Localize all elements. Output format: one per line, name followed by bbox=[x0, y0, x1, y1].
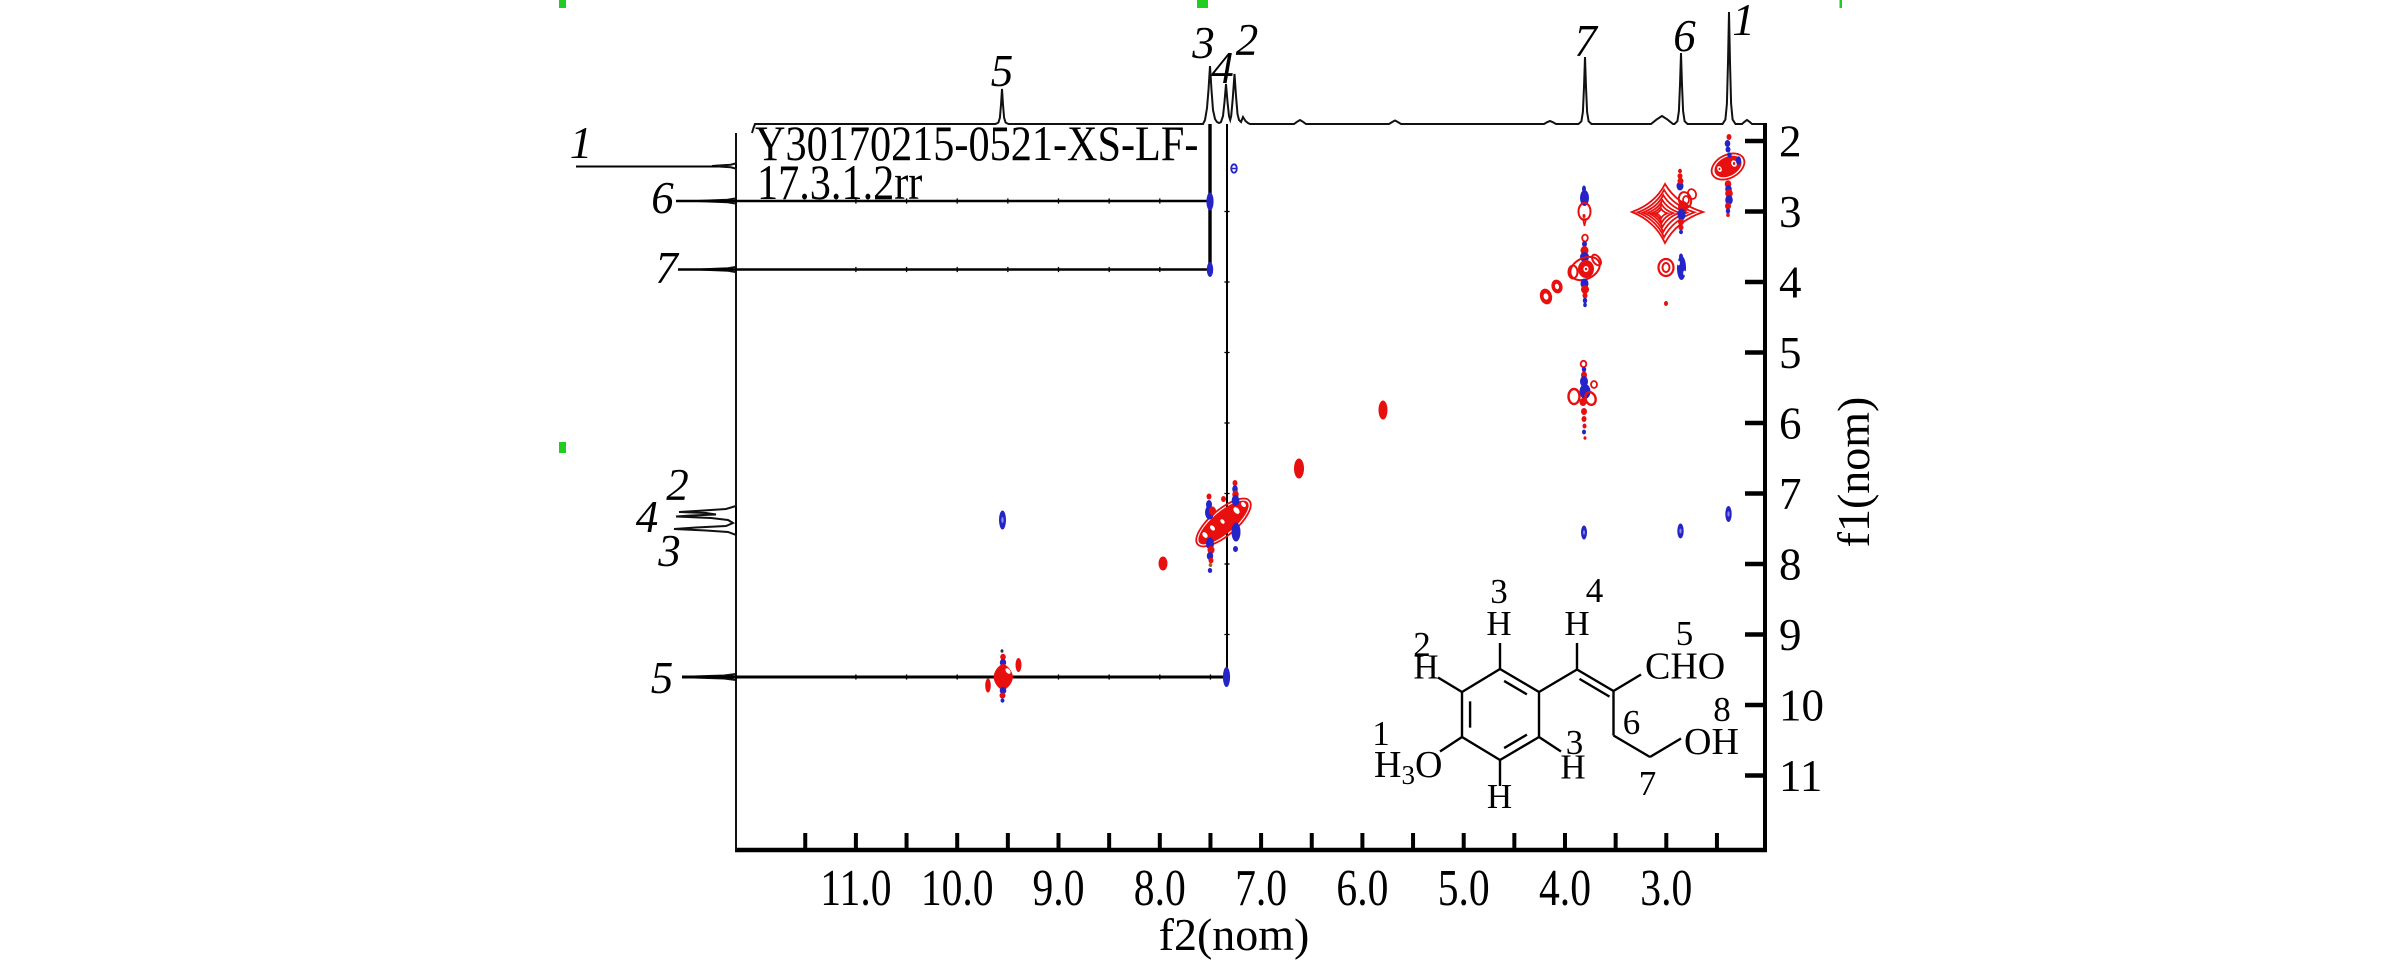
svg-text:OH: OH bbox=[1684, 721, 1739, 763]
svg-text:6.0: 6.0 bbox=[1336, 860, 1388, 917]
svg-text:3.0: 3.0 bbox=[1640, 860, 1692, 917]
svg-text:1: 1 bbox=[1372, 714, 1390, 753]
svg-text:2: 2 bbox=[1779, 117, 1802, 167]
svg-text:8.0: 8.0 bbox=[1134, 860, 1186, 917]
svg-text:5: 5 bbox=[1779, 328, 1802, 378]
svg-text:9: 9 bbox=[1779, 610, 1802, 660]
svg-text:1: 1 bbox=[570, 118, 593, 168]
svg-text:6: 6 bbox=[651, 173, 674, 223]
svg-text:11.0: 11.0 bbox=[820, 860, 891, 917]
svg-text:3: 3 bbox=[1779, 187, 1802, 237]
svg-text:H: H bbox=[1486, 604, 1511, 643]
svg-text:4: 4 bbox=[1586, 571, 1604, 610]
svg-text:9.0: 9.0 bbox=[1033, 860, 1085, 917]
svg-text:1: 1 bbox=[1732, 0, 1755, 45]
svg-text:4: 4 bbox=[1779, 258, 1802, 308]
svg-text:8: 8 bbox=[1779, 540, 1802, 590]
svg-text:8: 8 bbox=[1713, 690, 1731, 729]
svg-text:2: 2 bbox=[1413, 625, 1431, 664]
svg-text:H: H bbox=[1564, 604, 1589, 643]
svg-text:17.3.1.2rr: 17.3.1.2rr bbox=[757, 156, 922, 211]
svg-text:4: 4 bbox=[1211, 43, 1234, 93]
svg-text:4.0: 4.0 bbox=[1539, 860, 1591, 917]
svg-text:H: H bbox=[1413, 648, 1438, 687]
svg-text:5.0: 5.0 bbox=[1438, 860, 1490, 917]
svg-text:7: 7 bbox=[655, 243, 680, 293]
svg-text:7: 7 bbox=[1639, 764, 1657, 803]
svg-text:10.0: 10.0 bbox=[921, 860, 994, 917]
svg-text:f2(nom): f2(nom) bbox=[1159, 909, 1310, 960]
svg-text:H: H bbox=[1487, 777, 1512, 816]
svg-text:3: 3 bbox=[1490, 572, 1508, 611]
svg-text:3: 3 bbox=[1566, 723, 1584, 762]
svg-text:5: 5 bbox=[991, 46, 1014, 96]
svg-text:5: 5 bbox=[1676, 614, 1694, 653]
svg-text:7: 7 bbox=[1574, 16, 1599, 66]
svg-text:3: 3 bbox=[1191, 18, 1215, 68]
svg-text:Y30170215-0521-XS-LF-: Y30170215-0521-XS-LF- bbox=[755, 117, 1198, 172]
svg-text:2: 2 bbox=[1236, 15, 1259, 65]
svg-text:5: 5 bbox=[651, 653, 674, 703]
svg-text:6: 6 bbox=[1779, 399, 1802, 449]
svg-text:H: H bbox=[1560, 748, 1585, 787]
svg-text:11: 11 bbox=[1779, 751, 1822, 801]
svg-text:3: 3 bbox=[657, 526, 681, 576]
svg-text:f1(nom): f1(nom) bbox=[1828, 397, 1879, 548]
svg-text:10: 10 bbox=[1779, 681, 1824, 731]
svg-text:6: 6 bbox=[1673, 11, 1696, 61]
svg-text:7.0: 7.0 bbox=[1235, 860, 1287, 917]
svg-text:7: 7 bbox=[1779, 469, 1802, 519]
svg-text:CHO: CHO bbox=[1645, 646, 1725, 688]
svg-text:2: 2 bbox=[666, 460, 689, 510]
svg-text:6: 6 bbox=[1623, 703, 1641, 742]
svg-text:4: 4 bbox=[636, 492, 659, 542]
